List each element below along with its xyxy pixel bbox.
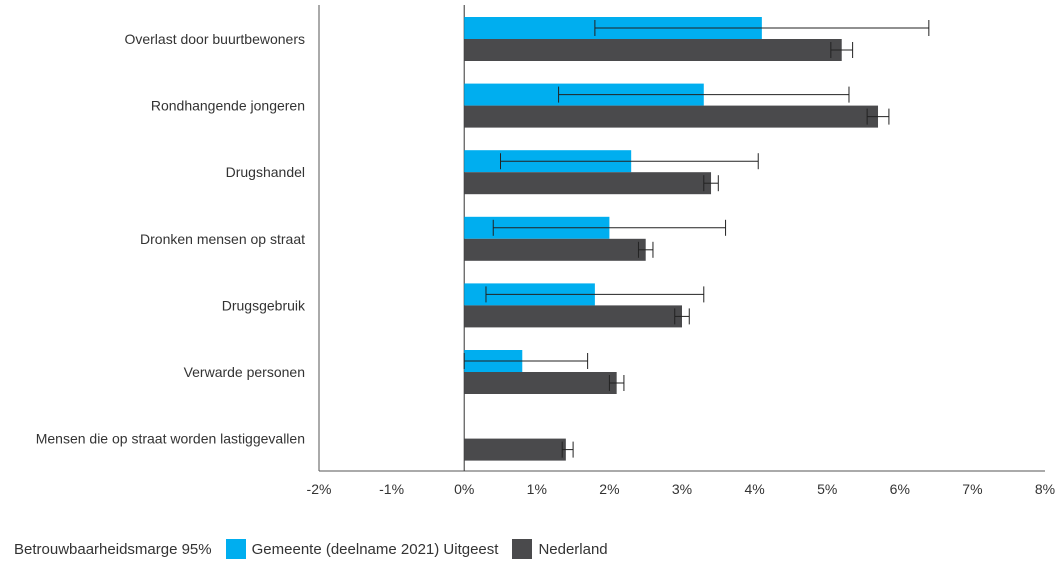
legend-title: Betrouwbaarheidsmarge 95% — [14, 540, 212, 558]
bar-nederland — [464, 172, 712, 195]
bar-chart: -2% -1% 0% 1% 2% 3% 4% 5% 6% 7% 8% Overlast door bu… — [36, 5, 1055, 497]
x-tick-label: -2% — [307, 481, 332, 497]
bar-nederland — [464, 438, 566, 461]
category-label: Dronken mensen op straat — [140, 231, 305, 247]
bar-nederland — [464, 105, 879, 128]
legend: Betrouwbaarheidsmarge 95% Gemeente (deel… — [14, 538, 622, 560]
bar-nederland — [464, 305, 682, 328]
x-tick-label: 2% — [599, 481, 619, 497]
category-label: Rondhangende jongeren — [151, 98, 305, 114]
bar-nederland — [464, 372, 617, 394]
category-label: Mensen die op straat worden lastiggevall… — [36, 431, 305, 447]
legend-swatch-nederland — [512, 539, 533, 559]
x-tick-label: 6% — [890, 481, 910, 497]
category-label: Verwarde personen — [184, 364, 305, 380]
category-label: Drugsgebruik — [222, 297, 306, 313]
x-tick-label: 4% — [744, 481, 764, 497]
x-tick-label: 0% — [454, 481, 474, 497]
x-tick-label: 7% — [962, 481, 982, 497]
category-label: Overlast door buurtbewoners — [124, 31, 305, 47]
legend-label-nederland: Nederland — [538, 540, 608, 558]
legend-swatch-gemeente — [225, 539, 246, 559]
legend-label-gemeente: Gemeente (deelname 2021) Uitgeest — [251, 540, 499, 558]
bar-nederland — [464, 238, 646, 261]
category-label: Drugshandel — [226, 164, 305, 180]
x-tick-label: 3% — [672, 481, 692, 497]
legend-item-gemeente: Gemeente (deelname 2021) Uitgeest — [225, 539, 499, 559]
x-tick-label: 5% — [817, 481, 837, 497]
x-tick-label: -1% — [379, 481, 404, 497]
legend-item-nederland: Nederland — [512, 539, 608, 559]
x-tick-label: 8% — [1035, 481, 1055, 497]
bar-nederland — [464, 39, 842, 61]
x-tick-label: 1% — [527, 481, 547, 497]
